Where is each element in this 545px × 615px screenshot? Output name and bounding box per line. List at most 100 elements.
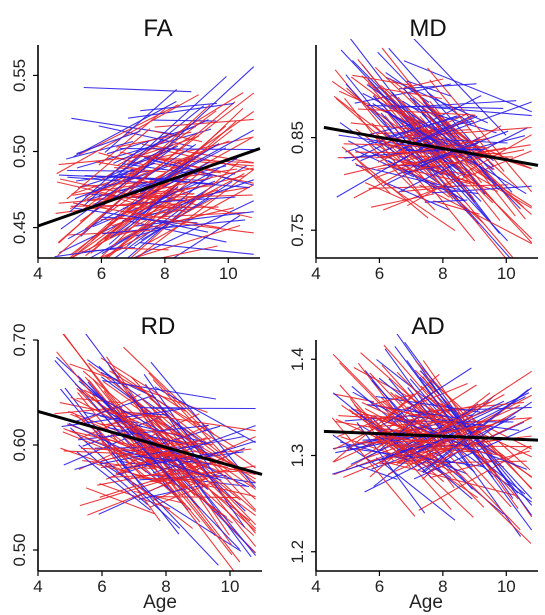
trajectory-line — [135, 168, 255, 258]
trajectory-line — [72, 184, 135, 196]
trajectory-line — [91, 396, 155, 462]
trajectory-line — [106, 356, 230, 536]
trajectory-line — [352, 391, 416, 426]
trajectory-line — [67, 176, 147, 184]
trajectory-line — [383, 164, 451, 168]
trajectory-line — [345, 74, 399, 140]
trajectory-line — [127, 102, 234, 119]
trajectory-line — [413, 39, 507, 136]
x-tick-label: 10 — [221, 577, 240, 596]
trajectory-line — [381, 400, 505, 461]
trajectory-line — [57, 167, 157, 257]
trajectory-line — [392, 443, 443, 464]
trajectory-line — [88, 379, 157, 462]
x-tick-label: 6 — [97, 264, 106, 283]
panel-fa: FA 4 6 8 10 0.45 0.50 0.55 — [10, 15, 261, 283]
trajectory-line — [409, 87, 519, 189]
trajectory-line — [69, 430, 182, 457]
trajectory-line — [60, 447, 169, 487]
trajectory-line — [407, 134, 532, 207]
trajectory-line — [428, 405, 499, 435]
trajectory-line — [356, 464, 398, 480]
trajectory-line — [339, 441, 410, 462]
trajectory-line — [422, 101, 499, 190]
trajectory-line — [427, 67, 533, 193]
trajectory-line — [364, 182, 407, 202]
y-tick-label: 1.3 — [288, 444, 307, 468]
x-axis-label-ad: Age — [409, 592, 443, 613]
trajectory-line — [146, 184, 254, 245]
trajectory-line — [389, 416, 528, 470]
trajectory-line — [106, 187, 179, 226]
y-tick-label: 0.50 — [10, 533, 29, 566]
trajectory-line — [135, 66, 255, 177]
trajectory-line — [152, 379, 255, 488]
trajectory-line — [73, 207, 178, 225]
trajectory-line — [86, 359, 207, 445]
x-tick-label: 6 — [97, 577, 106, 596]
panel-title: RD — [141, 313, 176, 340]
trajectory-line — [346, 87, 393, 129]
trajectory-line — [335, 423, 482, 454]
trajectory-line — [149, 446, 241, 563]
trajectory-line — [130, 477, 200, 481]
trajectory-line — [96, 463, 190, 489]
x-tick-label: 8 — [160, 264, 169, 283]
trajectory-line — [375, 155, 435, 179]
trajectory-line — [403, 60, 532, 113]
trajectory-line — [377, 404, 481, 433]
trajectory-line — [369, 419, 436, 478]
trajectory-line — [432, 187, 479, 195]
trajectory-line — [92, 379, 233, 556]
trajectory-line — [429, 450, 530, 479]
trajectory-line — [130, 376, 257, 511]
trajectory-line — [148, 156, 222, 174]
individual-trajectories — [54, 334, 257, 571]
trajectory-line — [102, 198, 188, 258]
trajectory-line — [416, 93, 461, 141]
trajectory-line — [60, 146, 175, 230]
trajectory-line — [95, 161, 140, 170]
trajectory-line — [93, 168, 134, 193]
trajectory-line — [66, 128, 151, 200]
trajectory-line — [154, 386, 256, 444]
trajectory-line — [83, 86, 192, 93]
y-tick-label: 0.50 — [10, 135, 29, 168]
y-tick-label: 0.75 — [288, 214, 307, 247]
individual-trajectories — [331, 39, 533, 258]
trajectory-line — [381, 140, 477, 159]
fit-line — [37, 147, 261, 228]
trajectory-line — [431, 156, 477, 203]
fit-line — [37, 409, 263, 476]
trajectory-line — [335, 418, 461, 476]
trajectory-line — [96, 400, 241, 550]
trajectory-line — [333, 393, 375, 403]
trajectory-line — [332, 394, 414, 463]
trajectory-line — [425, 146, 466, 176]
trajectory-line — [107, 427, 189, 445]
trajectory-line — [95, 426, 145, 480]
trajectory-line — [100, 211, 245, 221]
y-tick-label: 0.60 — [10, 428, 29, 461]
trajectory-line — [78, 444, 149, 506]
y-tick-label: 0.70 — [10, 323, 29, 356]
trajectory-line — [76, 130, 141, 155]
trajectory-line — [339, 122, 396, 162]
trajectory-line — [56, 94, 199, 175]
trajectory-line — [422, 439, 466, 480]
trajectory-line — [371, 393, 416, 406]
trajectory-line — [101, 165, 247, 255]
trajectory-line — [67, 169, 140, 172]
trajectory-line — [106, 145, 179, 178]
trajectory-line — [70, 204, 148, 207]
panel-ad: AD 4 6 8 10 1.2 1.3 1.4 — [288, 313, 539, 596]
trajectory-line — [116, 131, 192, 148]
trajectory-line — [58, 194, 152, 204]
trajectory-line — [424, 199, 468, 203]
trajectory-line — [85, 487, 155, 515]
x-tick-label: 4 — [33, 577, 42, 596]
trajectory-line — [120, 147, 254, 151]
trajectory-line — [109, 366, 233, 547]
x-tick-label: 4 — [33, 264, 42, 283]
trajectory-line — [431, 406, 526, 459]
